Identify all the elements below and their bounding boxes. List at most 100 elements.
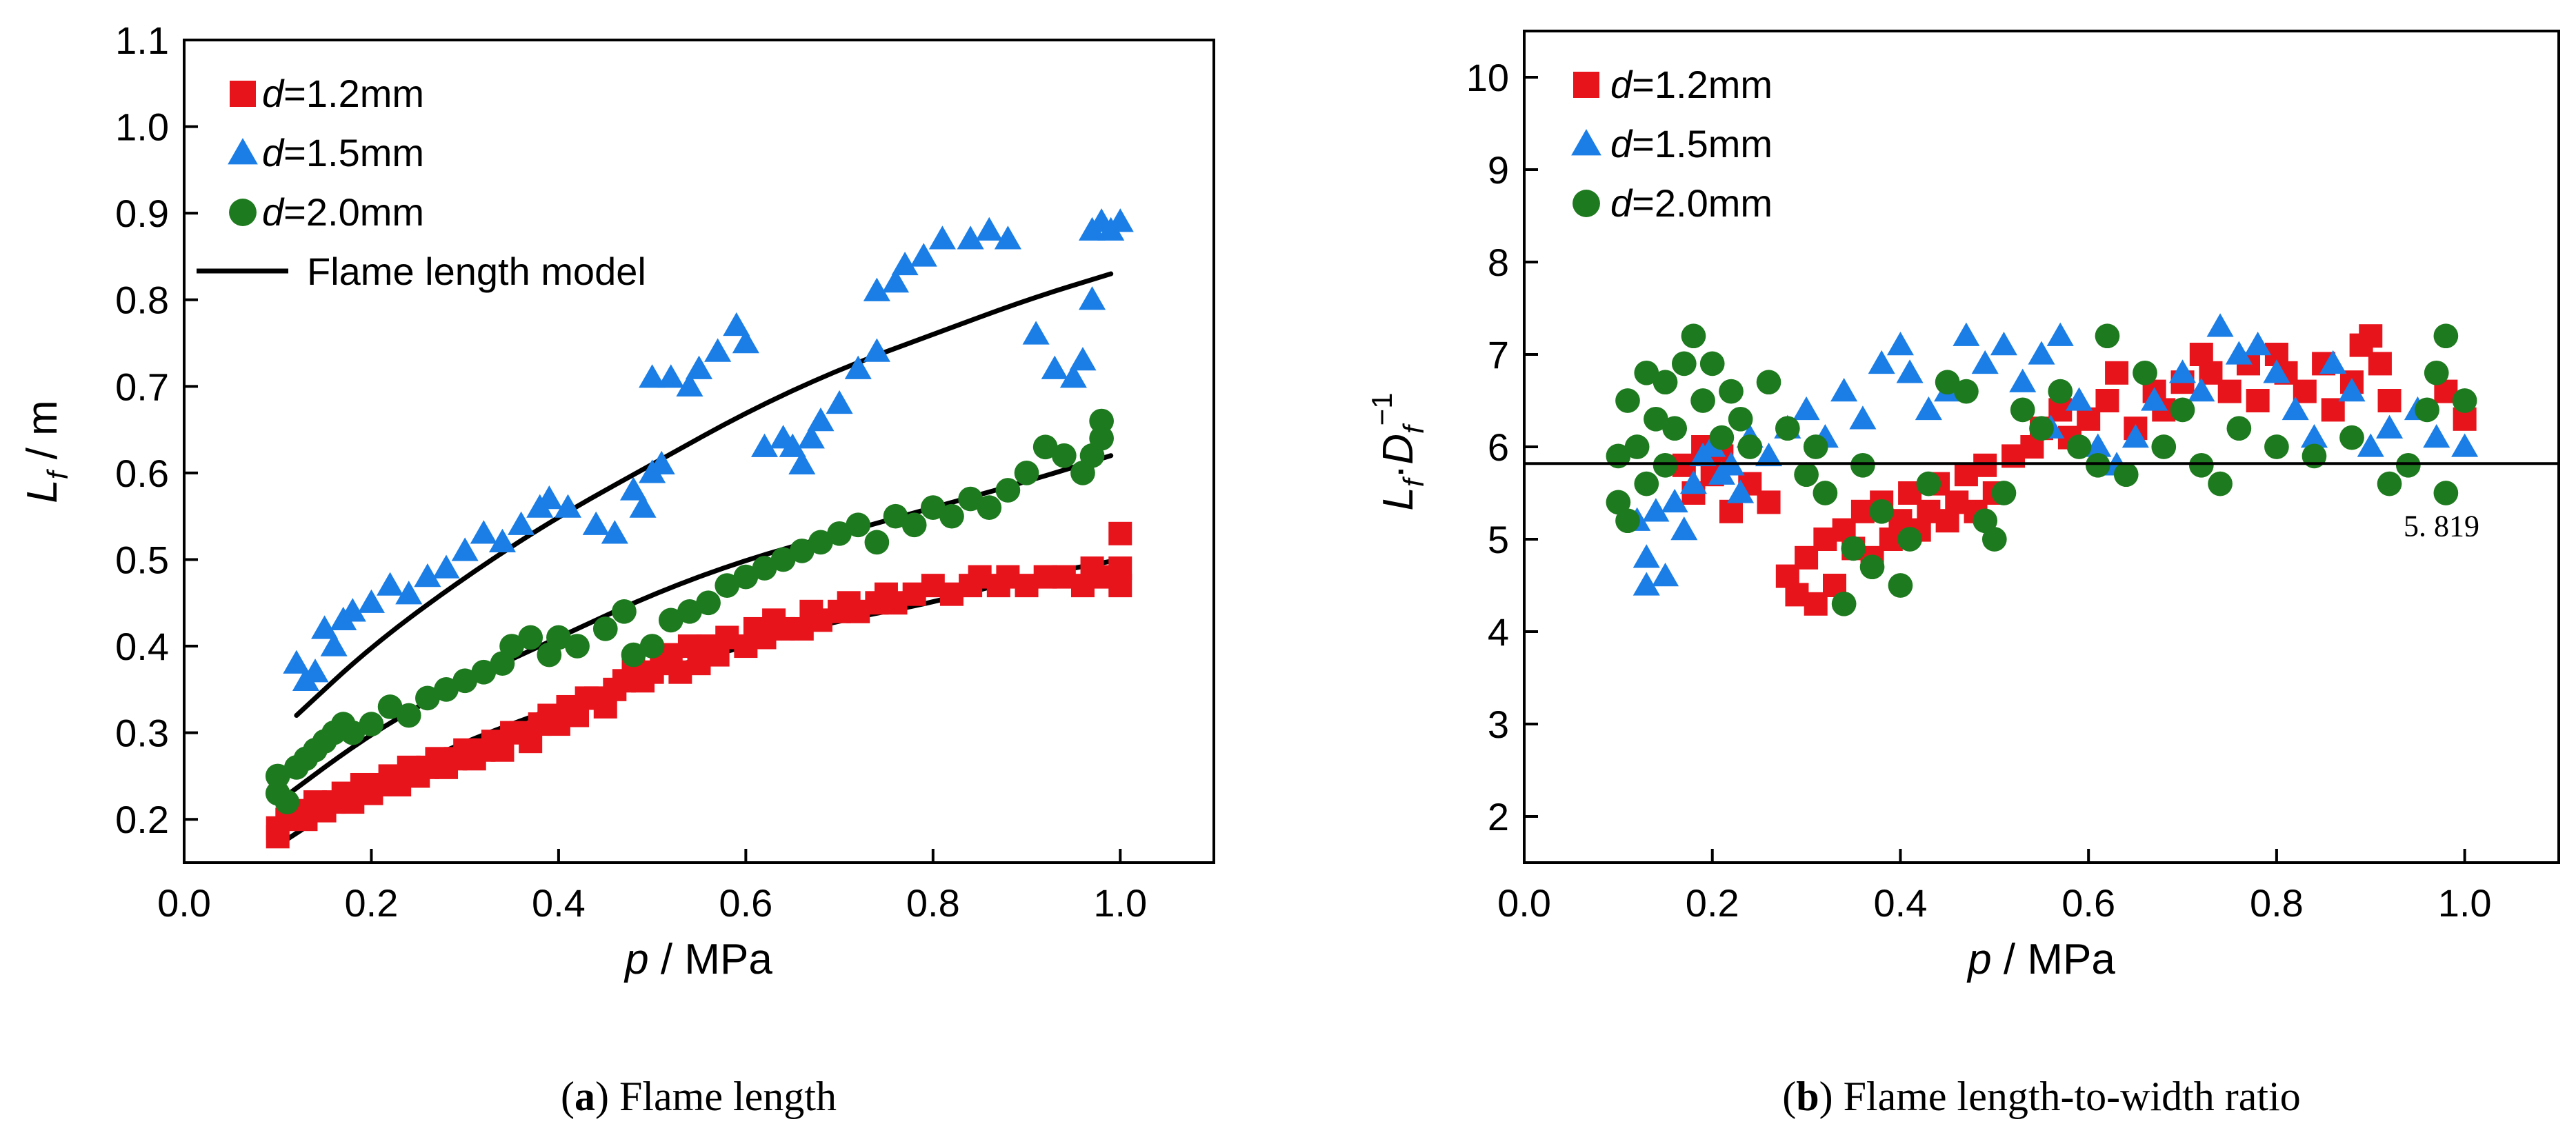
- panel-b-point-d20: [2010, 397, 2035, 423]
- panel-b-point-d15: [2244, 332, 2272, 356]
- panel-a-y-tick-label: 0.6: [115, 452, 169, 495]
- panel-b-point-d20: [2095, 323, 2120, 349]
- panel-b-point-d15: [2357, 433, 2384, 457]
- panel-b-point-d20: [2113, 462, 2139, 488]
- panel-a-ylabel-unit: / m: [19, 400, 66, 471]
- panel-b-point-d20: [2048, 379, 2073, 404]
- panel-a-point-d20: [377, 694, 403, 719]
- panel-a-point-d15: [797, 425, 825, 449]
- panel-a-point-d15: [377, 572, 404, 596]
- panel-b-y-tick-label: 6: [1488, 425, 1509, 469]
- panel-b-point-d20: [2188, 452, 2214, 478]
- panel-a-series-d15: [283, 208, 1134, 691]
- panel-a-point-d20: [827, 521, 852, 546]
- panel-b-point-d15: [2188, 378, 2215, 402]
- panel-b-point-d20: [1841, 536, 1866, 561]
- panel-b-point-d20: [2208, 471, 2233, 496]
- panel-a-point-d12: [1108, 521, 1132, 545]
- panel-a-xlabel-var: p: [623, 936, 648, 983]
- panel-b-point-d15: [1642, 498, 1670, 522]
- panel-a-point-d20: [546, 625, 571, 650]
- panel-b-legend-marker-d15: [1571, 129, 1601, 156]
- panel-b-point-d20: [1803, 434, 1828, 459]
- panel-b-length-width-ratio: 0.0 0.2 0.4 0.6 0.8 1.0 2 3 4 5 6 7 8 9 10 5. 819 Lf·…: [1366, 30, 2560, 1119]
- panel-a-point-d15: [881, 269, 910, 293]
- panel-a-y-tick-label: 0.5: [115, 538, 169, 581]
- panel-b-legend-marker-d12: [1573, 72, 1599, 98]
- panel-b-point-d20: [1954, 379, 1979, 404]
- panel-b-caption-text: Flame length-to-width ratio: [1844, 1074, 2301, 1119]
- panel-b-point-d20: [1775, 416, 1800, 441]
- panel-a-point-d15: [863, 338, 890, 362]
- panel-b-point-d20: [1606, 490, 1631, 515]
- panel-a-point-d15: [554, 494, 582, 518]
- panel-a-point-d20: [612, 599, 637, 624]
- panel-a-point-d15: [508, 511, 535, 535]
- panel-a-point-d15: [732, 329, 759, 354]
- panel-b-point-d20: [1888, 573, 1913, 598]
- panel-b-point-d20: [1644, 406, 1668, 432]
- panel-a-y-tick-label: 0.7: [115, 365, 169, 408]
- panel-a-legend-label-model: Flame length model: [307, 250, 646, 293]
- panel-b-caption: (b) Flame length-to-width ratio: [1782, 1074, 2301, 1119]
- panel-a-point-d15: [844, 355, 872, 379]
- panel-b-point-d12: [2246, 389, 2270, 412]
- panel-a-point-d15: [957, 225, 984, 250]
- panel-b-point-d20: [1794, 462, 1819, 488]
- panel-b-point-d15: [2168, 359, 2197, 383]
- panel-b-point-d15: [1915, 396, 1942, 421]
- panel-b-point-d15: [1886, 332, 1915, 356]
- panel-b-point-d20: [2339, 425, 2364, 450]
- panel-a-legend-marker-d15: [228, 138, 258, 165]
- panel-b-point-d12: [2217, 379, 2241, 403]
- panel-b-legend-label-d20: d=2.0mm: [1610, 181, 1773, 225]
- panel-a-point-d20: [621, 642, 646, 667]
- panel-b-legend-label-d12: d=1.2mm: [1610, 63, 1773, 106]
- panel-b-point-d20: [1634, 471, 1659, 496]
- panel-a-point-d15: [676, 372, 703, 396]
- panel-a-y-tick-label: 0.4: [115, 625, 169, 668]
- panel-a-data-points: [265, 208, 1134, 849]
- panel-b-caption-letter: b: [1796, 1074, 1819, 1119]
- panel-a-legend-marker-d20: [229, 199, 257, 226]
- panel-a-point-d20: [565, 634, 590, 659]
- panel-b-point-d20: [1973, 508, 1998, 534]
- panel-b-point-d20: [1709, 425, 1735, 450]
- panel-a-caption: (a) Flame length: [561, 1074, 837, 1119]
- panel-a-point-d20: [846, 512, 871, 538]
- panel-b-point-d20: [1719, 379, 1744, 404]
- panel-b-point-d20: [1981, 527, 2007, 552]
- panel-a-point-d20: [1089, 425, 1114, 451]
- panel-b-point-d15: [1793, 396, 1820, 421]
- panel-a-point-d15: [779, 433, 806, 457]
- panel-a-point-d15: [488, 528, 517, 553]
- panel-b-point-d20: [2029, 416, 2054, 441]
- panel-b-point-d20: [1831, 591, 1857, 616]
- panel-b-point-d20: [1690, 388, 1715, 413]
- panel-b-point-d20: [1850, 452, 1875, 478]
- panel-b-point-d20: [2264, 434, 2289, 459]
- panel-a-point-d15: [863, 277, 890, 301]
- panel-b-point-d20: [1869, 499, 1895, 524]
- panel-a-point-d20: [995, 478, 1021, 503]
- panel-a-legend-marker-d12: [230, 81, 256, 107]
- panel-b-y-tick-label: 3: [1488, 703, 1509, 746]
- panel-a-point-d15: [1069, 347, 1097, 371]
- panel-b-point-d15: [2084, 433, 2112, 457]
- panel-b-point-d15: [1670, 516, 1698, 541]
- panel-b-point-d15: [1661, 488, 1688, 513]
- panel-a-point-d20: [1089, 408, 1114, 434]
- panel-b-point-d12: [2368, 352, 2392, 376]
- panel-b-point-d20: [1728, 406, 1753, 432]
- panel-a-x-tick-label: 0.0: [157, 881, 211, 925]
- panel-a-point-d15: [582, 511, 610, 535]
- panel-a-legend-label-d12: d=1.2mm: [262, 72, 424, 115]
- panel-a-point-d15: [414, 563, 441, 587]
- panel-a-series-d20: [265, 408, 1114, 814]
- panel-a-y-tick-label: 0.9: [115, 192, 169, 235]
- panel-a-point-d20: [752, 556, 777, 581]
- panel-a-point-d20: [340, 720, 366, 745]
- panel-b-point-d20: [2433, 481, 2459, 505]
- panel-b-x-tick-label: 0.6: [2061, 881, 2115, 925]
